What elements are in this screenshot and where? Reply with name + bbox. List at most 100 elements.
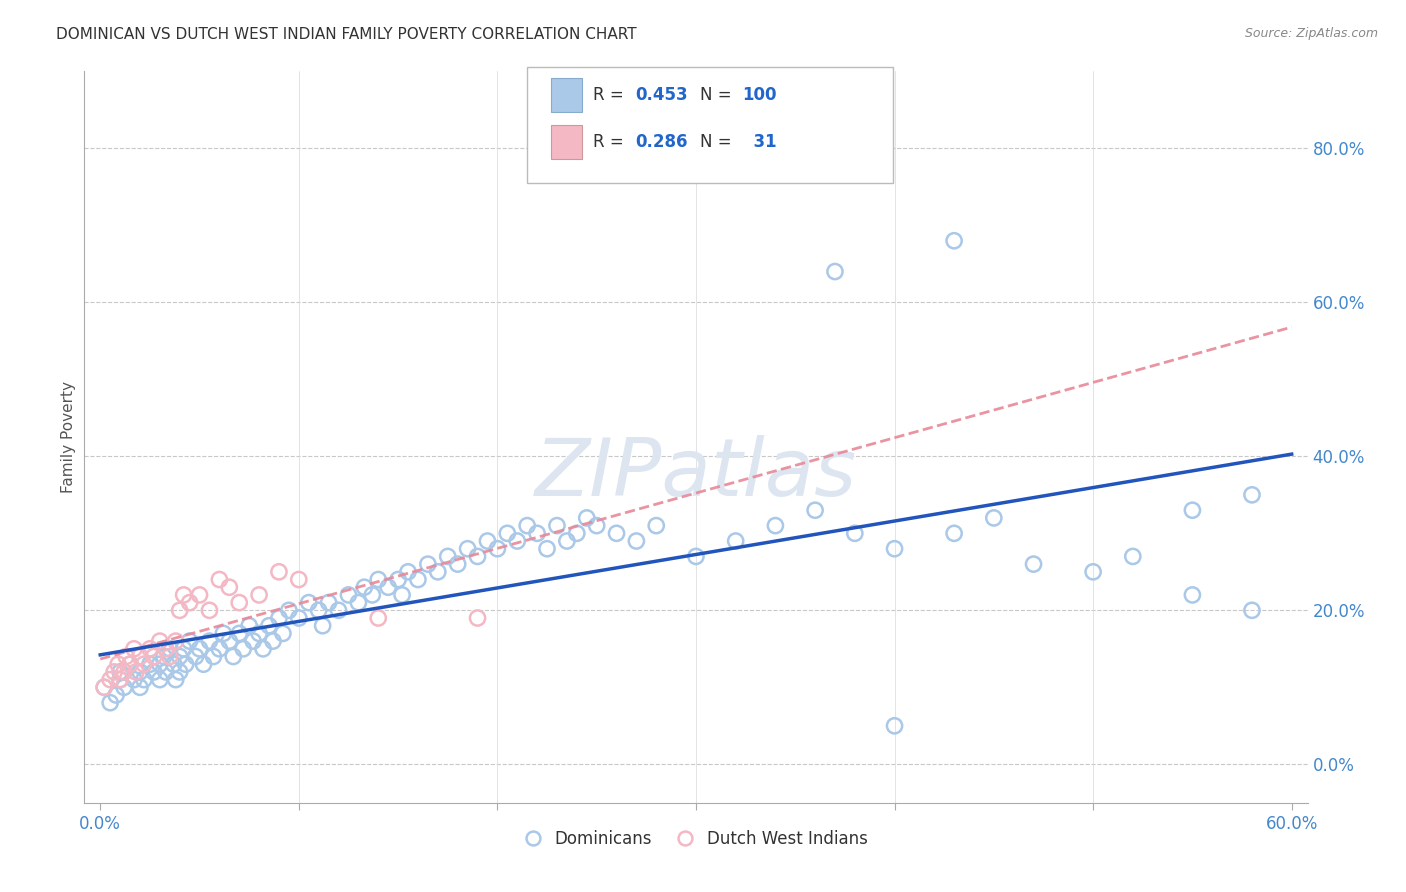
Point: [165, 634, 187, 648]
Legend: Dominicans, Dutch West Indians: Dominicans, Dutch West Indians: [516, 822, 876, 856]
Point: [149, 634, 172, 648]
Point: [585, 518, 607, 533]
Point: [139, 641, 162, 656]
Point: [247, 588, 270, 602]
Point: [763, 518, 786, 533]
Point: [271, 626, 294, 640]
Point: [426, 565, 449, 579]
Point: [179, 634, 201, 648]
Point: [1240, 603, 1263, 617]
Point: [606, 526, 628, 541]
Point: [173, 588, 195, 602]
Text: R =: R =: [593, 133, 630, 151]
Point: [132, 673, 155, 687]
Point: [112, 665, 135, 679]
Point: [267, 565, 290, 579]
Y-axis label: Family Poverty: Family Poverty: [60, 381, 76, 493]
Point: [184, 649, 207, 664]
Point: [198, 634, 221, 648]
Point: [142, 665, 165, 679]
Point: [242, 634, 264, 648]
Point: [724, 534, 747, 549]
Point: [208, 573, 231, 587]
Point: [262, 634, 284, 648]
Text: DOMINICAN VS DUTCH WEST INDIAN FAMILY POVERTY CORRELATION CHART: DOMINICAN VS DUTCH WEST INDIAN FAMILY PO…: [56, 27, 637, 42]
Text: R =: R =: [593, 87, 630, 104]
Point: [361, 588, 384, 602]
Point: [353, 580, 375, 594]
Point: [118, 657, 141, 672]
Point: [174, 657, 197, 672]
Point: [163, 657, 186, 672]
Point: [311, 618, 333, 632]
Point: [1181, 503, 1204, 517]
Point: [257, 618, 280, 632]
Point: [308, 603, 330, 617]
Point: [108, 665, 131, 679]
Point: [149, 673, 172, 687]
Point: [228, 596, 250, 610]
Point: [152, 649, 174, 664]
Point: [108, 673, 131, 687]
Point: [212, 626, 235, 640]
Point: [155, 665, 177, 679]
Point: [218, 634, 240, 648]
Point: [125, 665, 148, 679]
Point: [139, 657, 162, 672]
Point: [396, 565, 419, 579]
Point: [337, 588, 360, 602]
Point: [122, 673, 145, 687]
Point: [103, 665, 125, 679]
Point: [105, 688, 128, 702]
Point: [129, 665, 152, 679]
Point: [118, 657, 141, 672]
Text: N =: N =: [700, 133, 737, 151]
Point: [298, 596, 321, 610]
Point: [844, 526, 866, 541]
Point: [367, 573, 389, 587]
Point: [93, 681, 115, 695]
Point: [467, 549, 489, 564]
Point: [288, 611, 311, 625]
Point: [1240, 488, 1263, 502]
Point: [516, 518, 538, 533]
Point: [149, 657, 172, 672]
Point: [122, 641, 145, 656]
Point: [457, 541, 479, 556]
Point: [169, 665, 191, 679]
Point: [115, 649, 138, 664]
Text: Source: ZipAtlas.com: Source: ZipAtlas.com: [1244, 27, 1378, 40]
Point: [1022, 557, 1045, 571]
Point: [406, 573, 429, 587]
Text: 0.286: 0.286: [636, 133, 688, 151]
Point: [555, 534, 578, 549]
Point: [1181, 588, 1204, 602]
Point: [173, 641, 195, 656]
Text: 31: 31: [742, 133, 778, 151]
Text: ZIPatlas: ZIPatlas: [534, 434, 858, 513]
Point: [626, 534, 648, 549]
Point: [536, 541, 558, 556]
Point: [208, 641, 231, 656]
Point: [198, 603, 221, 617]
Point: [107, 657, 129, 672]
Point: [108, 673, 131, 687]
Point: [804, 503, 827, 517]
Point: [575, 511, 598, 525]
Text: 0.453: 0.453: [636, 87, 688, 104]
Point: [377, 580, 399, 594]
Point: [943, 526, 966, 541]
Point: [436, 549, 458, 564]
Point: [159, 641, 181, 656]
Point: [943, 234, 966, 248]
Point: [546, 518, 568, 533]
Point: [318, 596, 340, 610]
Point: [496, 526, 519, 541]
Point: [328, 603, 350, 617]
Point: [288, 573, 311, 587]
Point: [467, 611, 489, 625]
Point: [277, 603, 299, 617]
Point: [645, 518, 668, 533]
Point: [188, 588, 211, 602]
Point: [983, 511, 1005, 525]
